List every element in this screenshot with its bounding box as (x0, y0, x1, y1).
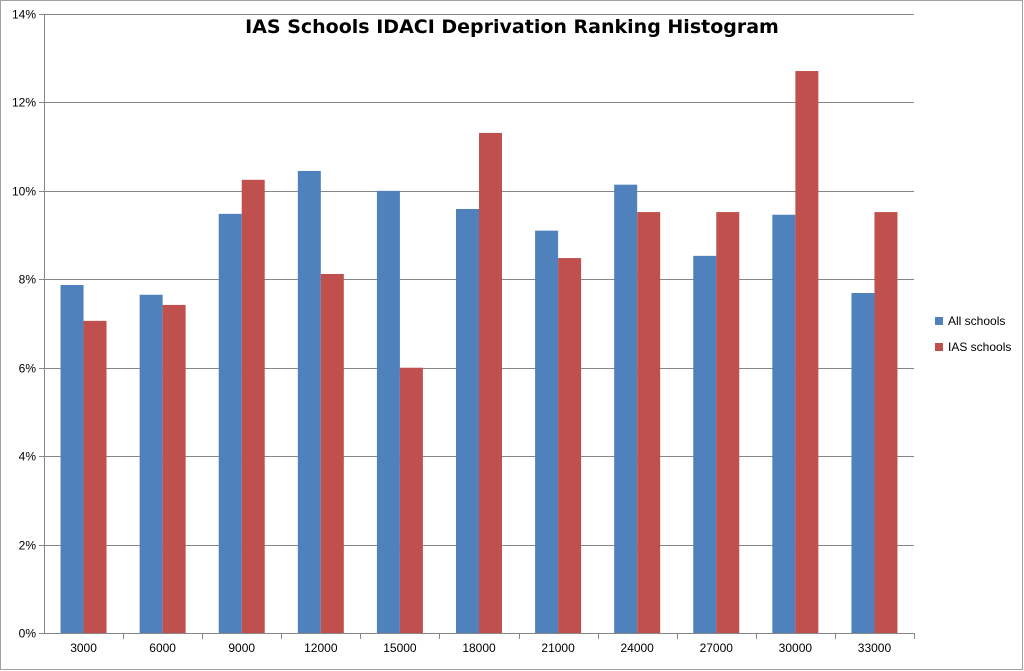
bar-ias-schools-30000 (795, 71, 819, 633)
x-tick-label: 3000 (70, 641, 97, 655)
y-tick-label: 10% (12, 185, 36, 199)
bar-all-schools-12000 (297, 170, 321, 634)
bar-all-schools-27000 (693, 255, 717, 633)
bar-all-schools-33000 (851, 292, 875, 633)
y-tick-label: 4% (19, 450, 37, 464)
x-tick-label: 18000 (462, 641, 496, 655)
y-tick-label: 2% (19, 539, 37, 553)
bar-ias-schools-21000 (558, 258, 582, 633)
x-tick-label: 33000 (858, 641, 892, 655)
bar-ias-schools-24000 (637, 212, 661, 633)
bar-ias-schools-12000 (320, 273, 344, 633)
bar-ias-schools-3000 (83, 320, 107, 633)
bar-all-schools-24000 (614, 184, 638, 633)
y-tick-label: 6% (19, 362, 37, 376)
bar-all-schools-6000 (139, 294, 163, 633)
bar-ias-schools-9000 (241, 179, 265, 633)
legend-swatch (935, 343, 943, 351)
y-tick-label: 14% (12, 8, 36, 22)
bar-ias-schools-33000 (874, 212, 898, 633)
bar-ias-schools-6000 (162, 304, 186, 633)
bar-ias-schools-18000 (479, 132, 502, 633)
legend-label: IAS schools (948, 340, 1011, 354)
bar-all-schools-3000 (60, 285, 84, 633)
bar-all-schools-15000 (376, 190, 400, 633)
x-tick-label: 9000 (228, 641, 255, 655)
legend-label: All schools (948, 314, 1005, 328)
x-tick-label: 15000 (383, 641, 417, 655)
legend-swatch (935, 317, 943, 325)
x-tick-label: 27000 (700, 641, 734, 655)
x-tick-label: 30000 (779, 641, 813, 655)
bar-all-schools-21000 (535, 230, 559, 633)
y-tick-label: 8% (19, 273, 37, 287)
y-tick-label: 0% (19, 627, 37, 641)
bar-all-schools-30000 (772, 214, 796, 634)
x-tick-label: 24000 (620, 641, 654, 655)
y-tick-label: 12% (12, 96, 36, 110)
chart-title: IAS Schools IDACI Deprivation Ranking Hi… (245, 16, 779, 38)
bar-ias-schools-27000 (716, 212, 740, 633)
x-tick-label: 21000 (541, 641, 575, 655)
bar-all-schools-18000 (456, 208, 479, 634)
x-tick-label: 6000 (149, 641, 176, 655)
x-tick-label: 12000 (304, 641, 338, 655)
bar-ias-schools-15000 (399, 367, 423, 633)
bar-all-schools-9000 (218, 213, 242, 633)
